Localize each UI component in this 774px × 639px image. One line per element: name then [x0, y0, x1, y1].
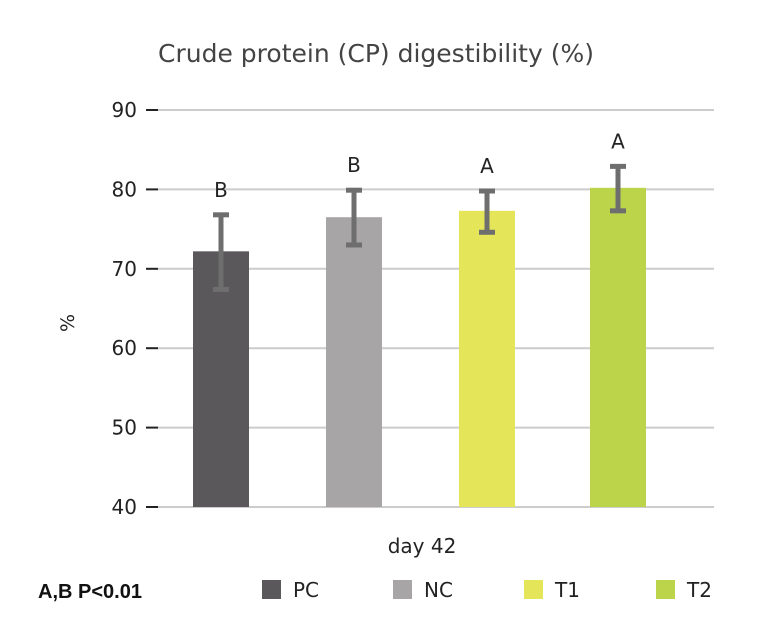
y-tick-label: 90 — [112, 98, 137, 122]
significance-note: A,B P<0.01 — [38, 581, 142, 603]
legend-swatch — [262, 580, 281, 599]
legend-label: T1 — [554, 578, 580, 602]
y-tick-label: 50 — [112, 416, 137, 440]
y-tick-label: 70 — [112, 257, 137, 281]
legend-label: NC — [424, 578, 453, 602]
bar-t1 — [459, 210, 515, 507]
significance-letter-t2: A — [611, 129, 625, 153]
y-axis: 40 50 60 70 80 90 — [112, 98, 158, 519]
y-axis-label: % — [57, 314, 79, 332]
legend: PC NC T1 T2 — [262, 578, 712, 602]
legend-swatch — [656, 580, 675, 599]
legend-item-t1: T1 — [524, 578, 580, 602]
significance-letter-t1: A — [480, 154, 494, 178]
bar-pc — [193, 251, 249, 507]
y-tick-label: 80 — [112, 177, 137, 201]
error-bar-t2 — [610, 163, 626, 214]
error-bars — [213, 163, 626, 292]
legend-swatch — [524, 580, 543, 599]
error-bar-pc — [213, 212, 229, 292]
significance-letter-nc: B — [347, 153, 361, 177]
y-tick-label: 60 — [112, 336, 137, 360]
significance-letter-pc: B — [214, 178, 228, 202]
legend-item-pc: PC — [262, 578, 319, 602]
bars — [193, 187, 646, 507]
legend-item-nc: NC — [393, 578, 453, 602]
bar-nc — [326, 217, 382, 507]
y-tick-label: 40 — [112, 495, 137, 519]
legend-label: T2 — [686, 578, 712, 602]
error-bar-nc — [346, 187, 362, 248]
legend-swatch — [393, 580, 412, 599]
legend-item-t2: T2 — [656, 578, 712, 602]
significance-letters: B B A A — [214, 129, 625, 201]
bar-t2 — [590, 187, 646, 507]
legend-label: PC — [293, 578, 319, 602]
x-category-label: day 42 — [388, 534, 457, 558]
error-bar-t1 — [479, 188, 495, 235]
chart-title: Crude protein (CP) digestibility (%) — [158, 39, 594, 68]
